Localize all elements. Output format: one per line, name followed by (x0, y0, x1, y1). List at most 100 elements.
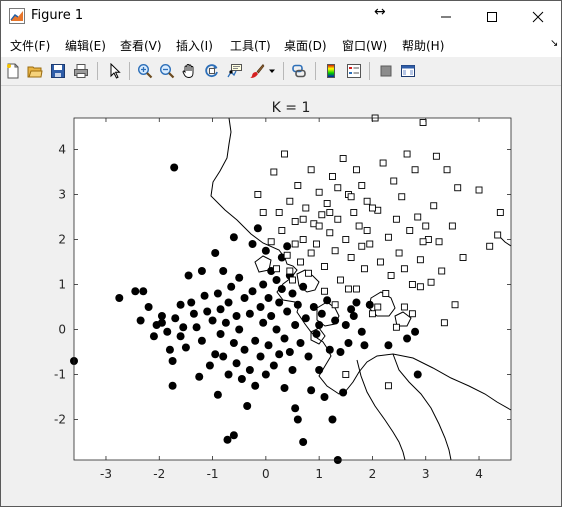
data-point-filled (235, 325, 244, 334)
data-point-open (342, 236, 350, 243)
data-point-open (440, 319, 448, 327)
decision-boundary-pocket-6 (254, 255, 272, 273)
data-point-open (363, 227, 371, 234)
data-point-open (337, 276, 344, 284)
data-cursor-icon (227, 64, 242, 78)
data-point-open (329, 173, 336, 180)
insert-legend-button[interactable] (344, 61, 364, 81)
data-point-filled (197, 336, 206, 345)
data-point-open (345, 285, 352, 293)
show-plot-tools-button[interactable] (398, 61, 418, 81)
data-point-filled (317, 309, 326, 318)
menu-overflow-icon[interactable]: ↘ (550, 38, 559, 49)
insert-colorbar-button[interactable] (321, 61, 341, 81)
menu-view[interactable]: 查看(V) (120, 39, 162, 53)
data-point-filled (157, 318, 166, 327)
data-point-open (267, 238, 275, 246)
window-title: Figure 1 (31, 8, 84, 23)
data-point-open (313, 240, 320, 248)
data-point-open (419, 238, 427, 246)
data-point-open (307, 249, 315, 257)
close-button[interactable] (515, 1, 561, 32)
x-tick-label: 0 (262, 467, 270, 481)
data-point-filled (315, 366, 324, 374)
save-figure-button[interactable] (48, 61, 68, 81)
data-point-open (305, 269, 312, 277)
data-point-open (366, 240, 374, 248)
data-point-filled (269, 361, 278, 370)
title-bar[interactable]: Figure 1 ↔ (1, 1, 561, 32)
data-point-open (270, 168, 278, 176)
print-figure-button[interactable] (71, 61, 91, 81)
data-point-open (294, 182, 302, 189)
data-point-filled (200, 291, 209, 300)
figure-canvas[interactable]: K = 1 -3 -2 -1 0 1 2 3 4 -2 -1 0 1 2 3 4 (1, 86, 561, 506)
data-point-open (384, 233, 392, 241)
menu-window[interactable]: 窗口(W) (342, 39, 388, 53)
x-tick-label: -1 (207, 467, 219, 481)
data-point-filled (325, 345, 334, 354)
data-point-open (435, 238, 443, 246)
x-tick-label: 4 (475, 467, 483, 481)
zoom-out-button[interactable] (157, 61, 177, 81)
data-point-open (390, 177, 398, 185)
data-point-filled (245, 309, 254, 318)
zoom-in-button[interactable] (135, 61, 155, 81)
pan-button[interactable] (179, 61, 199, 81)
edit-plot-button[interactable] (105, 61, 125, 81)
open-file-button[interactable] (25, 61, 45, 81)
data-point-filled (163, 327, 172, 336)
y-tick-label: 3 (58, 188, 66, 202)
data-point-filled (165, 345, 174, 354)
toolbar-separator (315, 62, 316, 80)
plot-area[interactable] (74, 118, 511, 460)
data-point-filled (176, 332, 185, 341)
decision-boundary-island (392, 353, 452, 461)
maximize-button[interactable] (469, 1, 515, 32)
data-point-filled (195, 372, 204, 381)
brush-dropdown[interactable] (267, 61, 277, 81)
data-point-filled (320, 393, 329, 401)
y-tick-label: 2 (58, 233, 66, 247)
data-point-filled (179, 323, 188, 332)
menu-desktop[interactable]: 桌面(D) (284, 39, 327, 53)
scatter-plot[interactable]: K = 1 -3 -2 -1 0 1 2 3 4 -2 -1 0 1 2 3 4 (1, 86, 561, 506)
pan-hand-icon (182, 64, 194, 78)
data-point-filled (309, 303, 318, 311)
data-point-filled (296, 339, 305, 347)
toolbar-separator (283, 62, 284, 80)
menu-insert[interactable]: 插入(I) (176, 39, 213, 53)
figure-toolbar (1, 57, 561, 86)
data-point-filled (144, 303, 153, 311)
data-point-filled (139, 287, 148, 296)
data-point-open (448, 222, 456, 230)
menu-edit[interactable]: 编辑(E) (65, 39, 106, 53)
rotate-3d-icon (205, 64, 218, 78)
data-point-filled (360, 341, 369, 350)
data-point-filled (181, 343, 190, 352)
menu-tools[interactable]: 工具(T) (230, 39, 271, 53)
open-folder-icon (27, 66, 43, 78)
link-plot-button[interactable] (289, 61, 309, 81)
menu-help[interactable]: 帮助(H) (402, 39, 445, 53)
data-point-filled (349, 312, 358, 320)
save-icon (51, 64, 65, 78)
data-point-filled (312, 330, 321, 338)
data-point-filled (347, 305, 356, 314)
print-icon (74, 64, 88, 78)
y-tick-label: 4 (58, 143, 66, 157)
data-point-filled (131, 287, 140, 296)
data-point-filled (251, 336, 260, 345)
rotate-3d-button[interactable] (202, 61, 222, 81)
minimize-button[interactable] (423, 1, 469, 32)
data-point-filled (293, 415, 302, 424)
new-figure-button[interactable] (3, 61, 23, 81)
data-cursor-button[interactable] (225, 61, 245, 81)
brush-button[interactable] (247, 61, 267, 81)
y-tick-label: 1 (58, 278, 66, 292)
menu-file[interactable]: 文件(F) (10, 39, 51, 53)
data-point-filled (197, 267, 206, 275)
data-point-open (334, 184, 342, 192)
hide-plot-tools-button[interactable] (376, 61, 396, 81)
data-point-filled (216, 330, 225, 338)
